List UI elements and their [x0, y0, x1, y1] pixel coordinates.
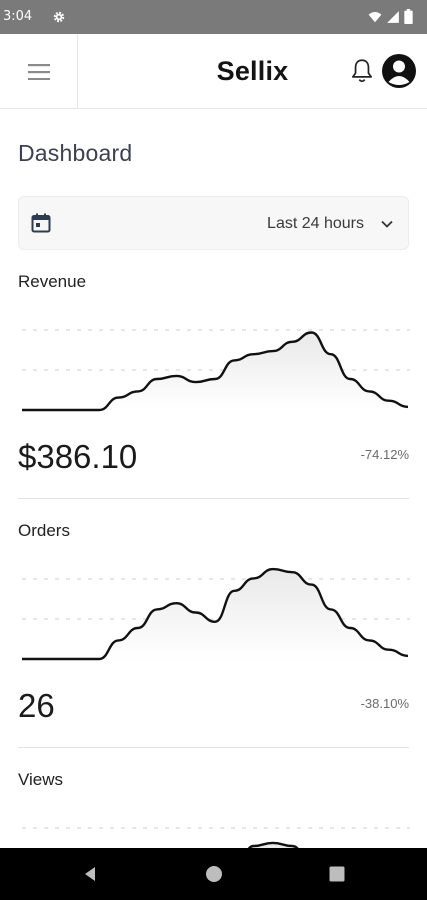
recents-icon[interactable] [325, 862, 349, 886]
calendar-icon [31, 213, 51, 233]
gear-icon [53, 11, 65, 23]
metric-label: Views [18, 770, 64, 789]
bell-icon[interactable] [349, 57, 375, 85]
chart-area [22, 569, 408, 659]
views-metric: Views [0, 770, 427, 848]
battery-icon [404, 9, 413, 24]
chart-line [21, 331, 409, 412]
date-range-select[interactable]: Last 24 hours [18, 196, 409, 250]
chart-area [22, 332, 408, 410]
metric-label: Revenue [18, 272, 87, 291]
chart-area [249, 842, 297, 848]
home-icon[interactable] [202, 862, 226, 886]
wifi-icon [368, 11, 382, 22]
back-icon[interactable] [78, 862, 102, 886]
chart-line [21, 567, 409, 661]
page-title: Dashboard [18, 140, 133, 166]
metric-value: 26 [18, 687, 55, 724]
date-range-value: Last 24 hours [267, 215, 364, 232]
orders-metric: Orders 26 -38.10% [0, 521, 427, 751]
metric-label: Orders [18, 521, 70, 540]
app-bar: Sellix [0, 34, 427, 109]
chevron-down-icon [381, 220, 393, 228]
menu-button[interactable] [0, 34, 78, 109]
menu-icon [27, 63, 50, 80]
views-chart [22, 827, 410, 848]
metric-divider [18, 498, 409, 499]
metric-change: -74.12% [360, 447, 409, 462]
navigation-bar [0, 848, 427, 900]
status-icons [368, 9, 413, 24]
metric-value: $386.10 [18, 438, 138, 475]
revenue-chart [21, 329, 410, 412]
orders-chart [21, 567, 410, 661]
revenue-metric: Revenue $386.10 -74.12% [0, 272, 427, 502]
metric-change: -38.10% [360, 696, 409, 711]
signal-icon [387, 10, 399, 23]
status-bar: 3:04 [0, 0, 427, 34]
metric-divider [18, 747, 409, 748]
status-time: 3:04 [3, 9, 33, 24]
account-icon[interactable] [381, 53, 417, 89]
